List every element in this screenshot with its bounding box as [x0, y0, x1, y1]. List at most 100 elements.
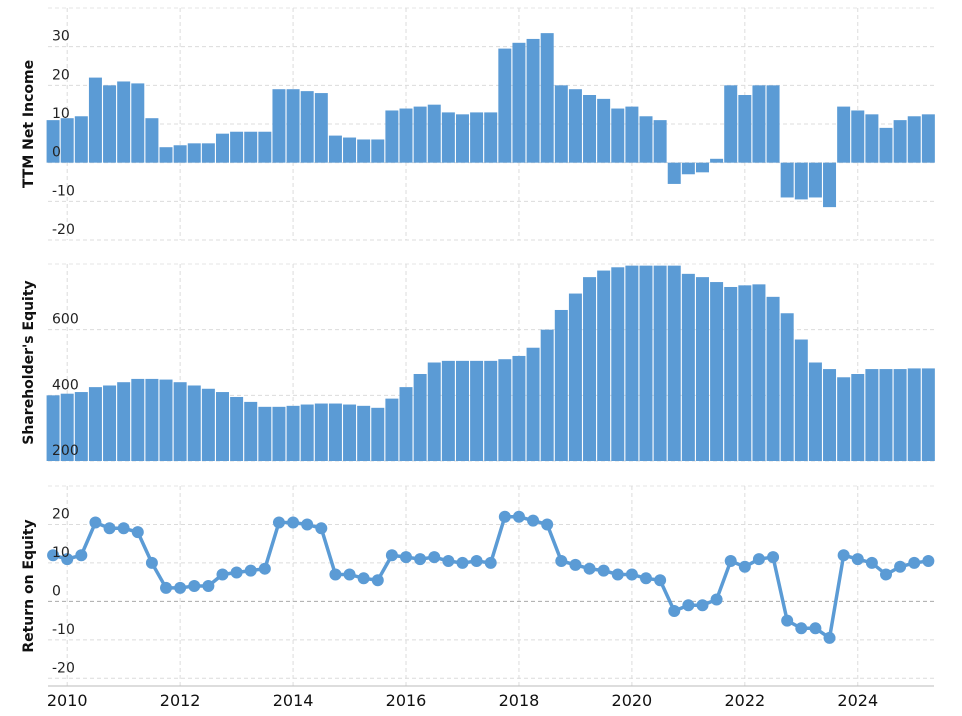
bar — [272, 406, 286, 461]
point — [301, 518, 314, 531]
bar — [907, 116, 921, 163]
bar — [470, 360, 484, 461]
bar — [371, 139, 385, 163]
point — [174, 581, 187, 594]
point — [837, 549, 850, 562]
bar — [554, 309, 568, 461]
bar — [808, 162, 822, 198]
point — [103, 522, 116, 535]
bar — [455, 114, 469, 163]
point — [230, 566, 243, 579]
bar — [470, 112, 484, 163]
point — [583, 562, 596, 575]
bar — [808, 362, 822, 461]
point — [272, 516, 285, 529]
bar — [724, 286, 738, 461]
point — [470, 555, 483, 567]
bar — [710, 158, 724, 163]
point — [738, 560, 751, 573]
bar — [583, 95, 597, 163]
point — [244, 564, 257, 577]
point — [527, 514, 540, 527]
bar — [752, 85, 766, 163]
point — [315, 522, 328, 535]
bar — [103, 385, 117, 461]
bar — [399, 108, 413, 163]
bar — [484, 360, 498, 461]
y-tick-label: -10 — [52, 622, 75, 638]
bar — [738, 95, 752, 163]
bar — [60, 393, 74, 461]
bar — [498, 359, 512, 461]
bar — [724, 85, 738, 163]
bar — [343, 404, 357, 461]
y-tick-label: 20 — [52, 67, 70, 83]
point — [781, 614, 794, 627]
point — [202, 580, 215, 592]
bar — [131, 378, 145, 461]
bar — [357, 139, 371, 163]
point — [442, 555, 455, 567]
point — [752, 553, 765, 566]
bar — [780, 313, 794, 461]
bar — [201, 388, 215, 461]
bar — [357, 405, 371, 461]
bar — [625, 106, 639, 163]
bar — [879, 369, 893, 461]
bar — [823, 162, 837, 208]
bar — [681, 162, 695, 175]
bar — [74, 116, 88, 163]
y-tick-label: 0 — [52, 145, 61, 161]
y-tick-label: 10 — [52, 106, 70, 122]
bar — [667, 265, 681, 461]
point — [541, 518, 554, 531]
point — [908, 556, 921, 569]
bar — [187, 143, 201, 163]
bar — [74, 392, 88, 461]
bar — [244, 131, 258, 163]
point — [131, 526, 144, 539]
bar — [554, 85, 568, 163]
x-tick-label: 2012 — [160, 691, 201, 710]
bar — [230, 131, 244, 163]
bar — [653, 265, 667, 461]
bar — [117, 81, 131, 163]
bar — [752, 284, 766, 461]
point — [809, 622, 822, 635]
bar — [385, 398, 399, 461]
bar — [794, 339, 808, 461]
bar — [314, 93, 328, 163]
bar — [187, 385, 201, 461]
bar — [597, 270, 611, 461]
bar — [695, 162, 709, 173]
point — [216, 568, 229, 581]
bar — [766, 296, 780, 461]
bar — [823, 369, 837, 461]
y-tick-label: 600 — [52, 312, 79, 328]
bar — [371, 407, 385, 461]
bar — [258, 131, 272, 163]
y-tick-label: 30 — [52, 29, 70, 45]
y-tick-label: 20 — [52, 506, 70, 522]
point — [371, 574, 384, 587]
bar — [88, 387, 102, 461]
bar — [921, 368, 935, 461]
point — [89, 516, 102, 529]
bar — [215, 392, 229, 461]
bar — [837, 377, 851, 461]
bar — [611, 108, 625, 163]
point — [414, 553, 427, 566]
point — [851, 553, 864, 566]
point — [640, 572, 653, 585]
bar — [512, 355, 526, 461]
bar — [272, 89, 286, 163]
bar — [427, 104, 441, 163]
point — [724, 555, 737, 567]
point — [47, 549, 60, 562]
point — [61, 553, 74, 566]
point — [597, 564, 610, 577]
point — [865, 556, 878, 569]
bar — [526, 38, 540, 163]
bar — [399, 387, 413, 461]
bar — [215, 133, 229, 163]
